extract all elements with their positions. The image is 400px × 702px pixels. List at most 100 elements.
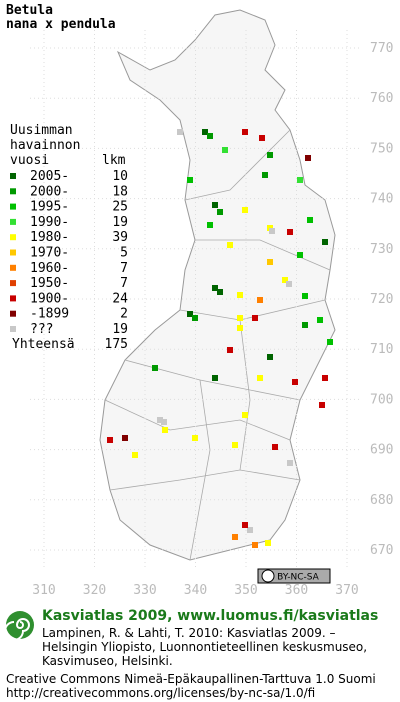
legend-label: 1950- — [30, 276, 69, 291]
legend-swatch — [10, 173, 16, 179]
legend-label: 1900- — [30, 291, 69, 306]
legend-swatch — [10, 295, 16, 302]
east-label: 310 — [32, 583, 55, 598]
observation — [192, 315, 198, 321]
observation — [297, 252, 303, 258]
observation — [107, 437, 113, 443]
legend-label: 2005- — [30, 169, 69, 184]
observation — [212, 202, 218, 208]
legend-swatch — [10, 249, 16, 256]
legend-count: 24 — [112, 291, 128, 306]
observation — [287, 229, 293, 235]
observation — [122, 435, 128, 441]
east-label: 360 — [285, 583, 308, 598]
legend-count: 19 — [112, 215, 128, 230]
legend-swatch — [10, 203, 16, 210]
observation — [286, 281, 292, 287]
observation — [157, 417, 163, 423]
observation — [307, 217, 313, 223]
legend-count: 19 — [112, 322, 128, 337]
observation — [237, 315, 243, 321]
legend-label: -1899 — [30, 307, 69, 322]
legend-count: 10 — [112, 169, 128, 184]
observation — [267, 152, 273, 158]
observation — [242, 522, 248, 528]
total-label: Yhteensä — [12, 337, 75, 352]
license-badge: BY-NC-SA — [257, 568, 331, 584]
legend-count: 7 — [120, 276, 128, 291]
observation — [187, 177, 193, 183]
observation — [217, 209, 223, 215]
total-count: 175 — [105, 337, 128, 352]
legend-swatch — [10, 264, 16, 271]
observation — [257, 375, 263, 381]
observation — [327, 339, 333, 345]
observation — [257, 297, 263, 303]
observation — [242, 129, 248, 135]
legend-count: 25 — [112, 200, 128, 215]
citation-line: Kasvimuseo, Helsinki. — [42, 654, 173, 668]
observation — [282, 277, 288, 283]
legend-label: 1980- — [30, 230, 69, 245]
legend-swatch — [10, 188, 16, 195]
observation — [207, 133, 213, 139]
observation — [217, 289, 223, 295]
observation — [319, 402, 325, 408]
legend-label: 1990- — [30, 215, 69, 230]
badge-text: BY-NC-SA — [277, 573, 320, 583]
observation — [162, 427, 168, 433]
observation — [227, 347, 233, 353]
observations — [107, 129, 333, 548]
observation — [212, 375, 218, 381]
north-label: 740 — [370, 192, 393, 207]
observation — [302, 322, 308, 328]
legend-swatch — [10, 234, 16, 241]
observation — [252, 542, 258, 548]
east-label: 330 — [133, 583, 156, 598]
legend-count: 7 — [120, 261, 128, 276]
north-label: 760 — [370, 91, 393, 106]
observation — [269, 228, 275, 234]
north-label: 690 — [370, 443, 393, 458]
observation — [202, 129, 208, 135]
observation — [192, 435, 198, 441]
east-label: 370 — [335, 583, 358, 598]
legend-count: 2 — [120, 307, 128, 322]
observation — [259, 135, 265, 141]
legend-swatch — [10, 280, 16, 287]
observation — [322, 239, 328, 245]
legend-col: vuosi — [10, 153, 49, 168]
legend-header: Uusimman — [10, 123, 73, 138]
legend-label: 1995- — [30, 200, 69, 215]
legend-label: 1960- — [30, 261, 69, 276]
observation — [161, 419, 167, 425]
east-label: 340 — [184, 583, 207, 598]
observation — [317, 317, 323, 323]
license-line: http://creativecommons.org/licenses/by-n… — [6, 686, 315, 700]
legend-label: 2000- — [30, 184, 69, 199]
observation — [227, 242, 233, 248]
observation — [297, 177, 303, 183]
observation — [322, 375, 328, 381]
observation — [265, 540, 271, 546]
citation-line: Helsingin Yliopisto, Luonnontieteellinen… — [42, 640, 367, 654]
north-label: 670 — [370, 543, 393, 558]
observation — [212, 285, 218, 291]
north-label: 700 — [370, 392, 393, 407]
taxon: nana x pendula — [6, 17, 116, 32]
legend-swatch — [10, 310, 16, 317]
observation — [247, 527, 253, 533]
north-label: 720 — [370, 292, 393, 307]
logo — [4, 611, 34, 641]
north-label: 750 — [370, 141, 393, 156]
north-label: 710 — [370, 342, 393, 357]
north-label: 680 — [370, 493, 393, 508]
license-line: Creative Commons Nimeä-Epäkaupallinen-Ta… — [6, 672, 376, 686]
east-label: 320 — [83, 583, 106, 598]
observation — [187, 311, 193, 317]
legend-header: havainnon — [10, 138, 80, 153]
observation — [262, 172, 268, 178]
observation — [222, 147, 228, 153]
